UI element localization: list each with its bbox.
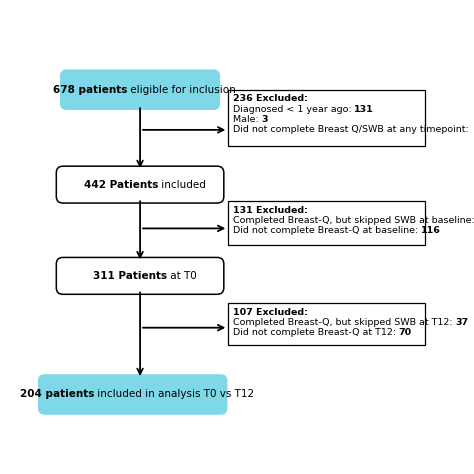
Text: 116: 116 <box>421 226 441 235</box>
Text: 311 Patients: 311 Patients <box>93 271 167 281</box>
Bar <box>228 303 425 345</box>
Text: Male:: Male: <box>233 115 261 124</box>
FancyBboxPatch shape <box>56 166 224 203</box>
Text: 107 Excluded:: 107 Excluded: <box>233 308 308 317</box>
Text: 131 Excluded:: 131 Excluded: <box>233 206 308 215</box>
Text: eligible for inclusion: eligible for inclusion <box>127 85 236 95</box>
Text: Completed Breast-Q, but skipped SWB at T12:: Completed Breast-Q, but skipped SWB at T… <box>233 318 455 327</box>
Text: Did not complete Breast-Q at T12:: Did not complete Breast-Q at T12: <box>233 328 399 337</box>
FancyBboxPatch shape <box>56 257 224 294</box>
Text: Diagnosed < 1 year ago:: Diagnosed < 1 year ago: <box>233 105 354 114</box>
Text: 678 patients: 678 patients <box>53 85 127 95</box>
Text: 442 Patients: 442 Patients <box>83 180 158 190</box>
Text: 131: 131 <box>354 105 374 114</box>
Text: Completed Breast-Q, but skipped SWB at baseline:: Completed Breast-Q, but skipped SWB at b… <box>233 216 474 225</box>
Text: Did not complete Breast Q/SWB at any timepoint:: Did not complete Breast Q/SWB at any tim… <box>233 125 468 134</box>
Bar <box>228 201 425 245</box>
Text: 204 patients: 204 patients <box>20 390 94 400</box>
Bar <box>228 90 425 146</box>
Text: Did not complete Breast-Q at baseline:: Did not complete Breast-Q at baseline: <box>233 226 421 235</box>
Text: included in analysis T0 vs T12: included in analysis T0 vs T12 <box>94 390 254 400</box>
Text: 3: 3 <box>261 115 268 124</box>
Text: included: included <box>158 180 206 190</box>
Text: 37: 37 <box>455 318 468 327</box>
Text: at T0: at T0 <box>167 271 197 281</box>
FancyBboxPatch shape <box>38 374 228 415</box>
Text: 70: 70 <box>399 328 412 337</box>
Text: 236 Excluded:: 236 Excluded: <box>233 94 308 103</box>
FancyBboxPatch shape <box>60 70 220 110</box>
